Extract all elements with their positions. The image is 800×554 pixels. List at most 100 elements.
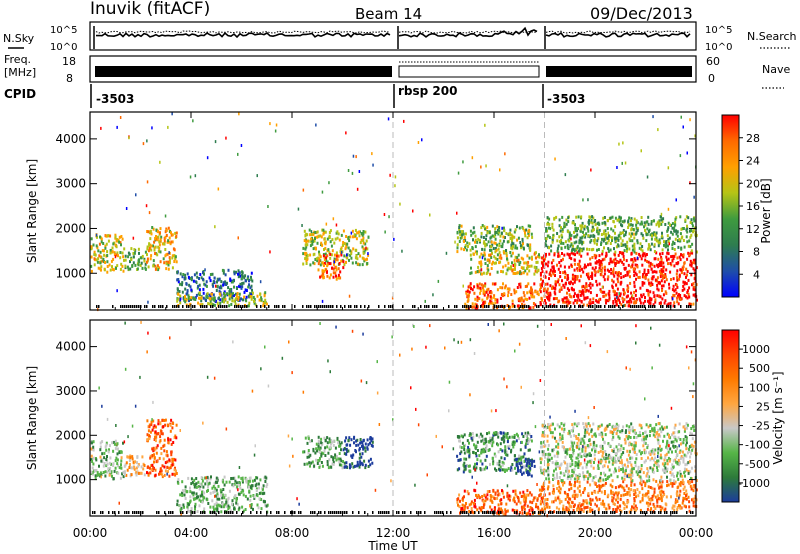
- data-cell: [573, 230, 575, 234]
- data-cell: [155, 235, 157, 238]
- data-cell: [525, 434, 528, 438]
- data-cell: [343, 461, 346, 465]
- data-cell: [579, 293, 582, 297]
- data-cell: [148, 423, 151, 427]
- data-cell: [253, 301, 256, 305]
- data-cell: [617, 217, 620, 221]
- data-cell: [603, 290, 606, 294]
- data-cell: [221, 496, 224, 500]
- data-cell: [106, 265, 109, 268]
- data-cell: [106, 250, 109, 254]
- data-cell: [678, 255, 681, 259]
- data-cell: [462, 504, 465, 508]
- data-cell: [490, 508, 493, 512]
- data-cell: [487, 258, 490, 262]
- data-cell: [680, 247, 683, 251]
- data-cell: [682, 227, 685, 230]
- data-cell: [321, 272, 324, 276]
- data-cell: [350, 438, 353, 442]
- data-cell: [362, 247, 365, 251]
- data-cell: [197, 485, 200, 488]
- data-cell: [504, 286, 506, 290]
- ground-strip-cell: [588, 305, 590, 308]
- data-cell: [677, 245, 680, 249]
- data-cell: [259, 491, 262, 495]
- data-cell: [562, 242, 565, 245]
- data-cell: [494, 433, 496, 437]
- data-cell: [574, 480, 576, 484]
- data-cell: [596, 283, 599, 287]
- data-cell: [508, 494, 511, 498]
- data-cell: [576, 267, 579, 271]
- ground-strip-cell: [454, 305, 456, 308]
- ground-strip-cell: [500, 305, 502, 308]
- data-cell: [153, 424, 156, 428]
- data-cell: [511, 304, 514, 308]
- data-cell: [601, 290, 604, 294]
- data-cell: [527, 243, 529, 247]
- data-cell: [498, 261, 501, 265]
- data-cell: [163, 261, 166, 265]
- data-cell: [329, 262, 332, 266]
- data-cell: [494, 247, 497, 250]
- data-cell: [633, 274, 636, 277]
- data-cell: [227, 504, 230, 508]
- data-cell: [501, 468, 504, 472]
- data-cell: [525, 261, 528, 265]
- data-cell: [630, 217, 633, 221]
- data-cell: [393, 237, 395, 241]
- data-cell: [107, 450, 110, 454]
- data-cell: [355, 254, 358, 258]
- data-cell: [478, 255, 481, 259]
- data-cell: [647, 490, 650, 493]
- data-cell: [365, 239, 368, 243]
- data-cell: [326, 441, 329, 445]
- data-cell: [565, 296, 568, 300]
- data-cell: [555, 506, 558, 510]
- data-cell: [262, 302, 265, 305]
- data-cell: [305, 262, 308, 265]
- data-cell: [694, 484, 697, 488]
- data-cell: [351, 261, 354, 265]
- data-cell: [124, 258, 127, 262]
- data-cell: [457, 458, 460, 462]
- data-cell: [536, 498, 539, 502]
- data-cell: [645, 288, 648, 292]
- data-cell: [518, 454, 521, 458]
- data-cell: [630, 483, 633, 487]
- data-cell: [223, 291, 225, 295]
- data-cell: [506, 432, 509, 435]
- data-cell: [638, 270, 641, 274]
- data-cell: [540, 488, 543, 492]
- data-cell: [632, 248, 635, 252]
- sky-left-tick-bottom: 10^0: [50, 42, 77, 53]
- data-cell: [143, 257, 146, 261]
- data-cell: [581, 285, 584, 289]
- data-cell: [601, 221, 604, 225]
- data-cell: [323, 258, 326, 262]
- data-cell: [631, 294, 634, 298]
- data-cell: [665, 291, 668, 295]
- data-cell: [504, 508, 507, 512]
- data-cell: [493, 294, 496, 298]
- data-cell: [614, 216, 617, 220]
- data-cell: [165, 234, 168, 237]
- data-cell: [306, 243, 309, 247]
- data-cell: [682, 239, 685, 242]
- data-cell: [519, 282, 522, 286]
- data-cell: [113, 469, 116, 473]
- data-cell: [193, 485, 196, 489]
- data-cell: [545, 254, 547, 258]
- data-cell: [508, 444, 511, 448]
- data-cell: [464, 302, 467, 306]
- data-cell: [626, 247, 628, 251]
- data-cell: [493, 452, 496, 456]
- data-cell: [337, 232, 340, 236]
- data-cell: [518, 297, 521, 301]
- data-cell: [237, 272, 239, 276]
- data-cell: [158, 240, 161, 244]
- data-cell: [358, 465, 361, 469]
- data-cell: [363, 259, 366, 263]
- data-cell: [606, 241, 609, 245]
- data-cell: [364, 242, 367, 246]
